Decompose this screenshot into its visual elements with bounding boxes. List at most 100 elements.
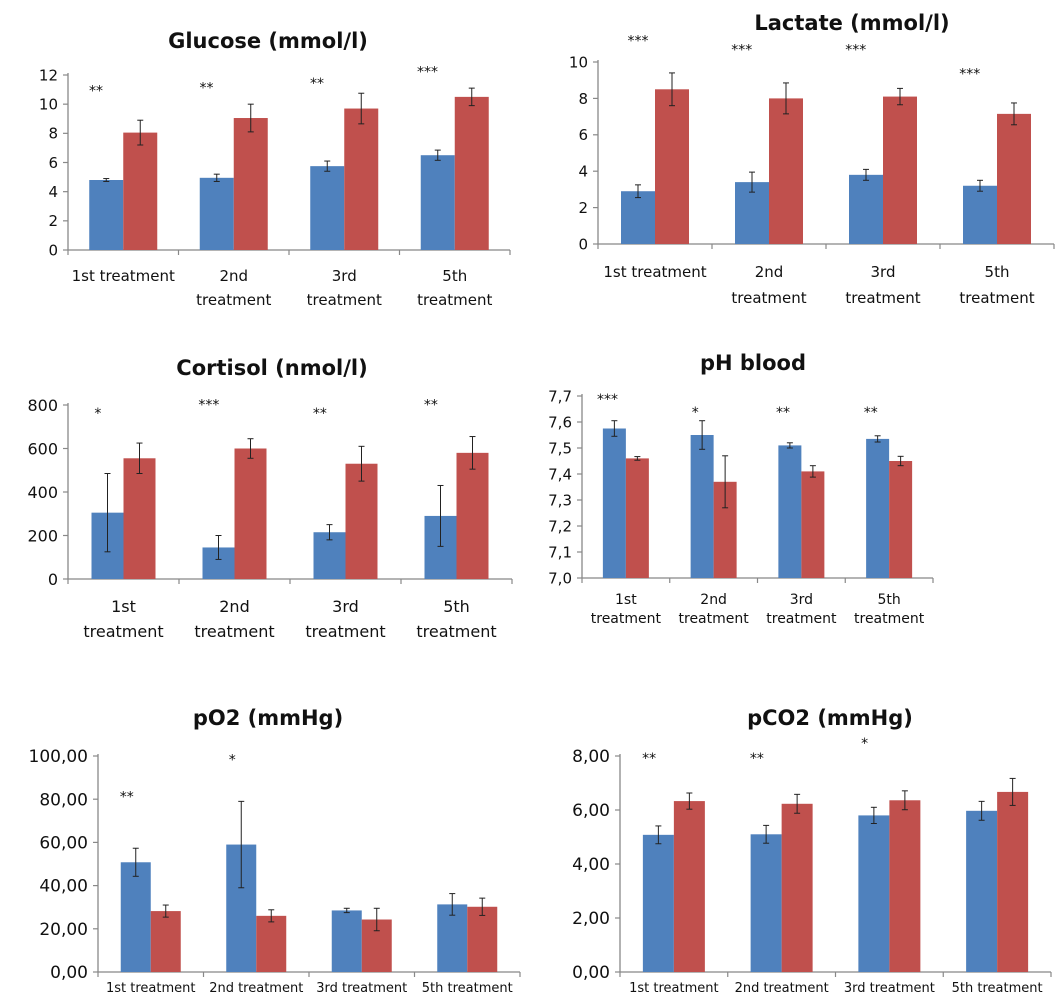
x-tick-label: treatment xyxy=(83,622,163,641)
error-bar xyxy=(137,119,144,146)
bar-series-1 xyxy=(310,166,345,250)
y-tick-label: 7,7 xyxy=(548,387,572,405)
bar-series-1 xyxy=(866,438,890,578)
y-tick-label: 0 xyxy=(48,241,58,259)
significance-marker: ** xyxy=(864,405,878,421)
x-tick-label: 5th xyxy=(443,597,470,616)
y-tick-label: 6 xyxy=(48,154,58,172)
y-tick-label: 0 xyxy=(578,235,588,253)
significance-marker: *** xyxy=(597,392,618,408)
y-tick-label: 10 xyxy=(569,53,588,71)
error-bar xyxy=(763,824,770,844)
error-bar xyxy=(162,904,169,918)
bar-series-2 xyxy=(150,911,181,972)
error-bar xyxy=(1009,777,1016,806)
bar-series-2 xyxy=(883,96,917,244)
bar-series-2 xyxy=(123,458,156,579)
significance-marker: *** xyxy=(845,43,866,59)
error-bar xyxy=(611,420,618,437)
chart-title: Lactate (mmol/l) xyxy=(754,11,949,35)
y-tick-label: 10 xyxy=(39,96,58,114)
bar-series-1 xyxy=(963,185,997,244)
x-tick-label: 2nd treatment xyxy=(735,981,829,996)
error-bar xyxy=(103,178,110,182)
chart-title: pH blood xyxy=(700,351,806,375)
error-bar xyxy=(358,92,365,125)
error-bar xyxy=(655,825,662,845)
significance-marker: ** xyxy=(200,81,214,97)
bar-series-1 xyxy=(331,910,362,972)
y-tick-label: 80,00 xyxy=(39,790,88,810)
y-tick-label: 2 xyxy=(48,212,58,230)
error-bar xyxy=(783,82,789,115)
error-bar xyxy=(669,72,675,107)
error-bar xyxy=(449,893,456,916)
significance-marker: ** xyxy=(642,751,656,767)
x-tick-label: 2nd xyxy=(219,267,248,285)
x-tick-label: 1st treatment xyxy=(106,981,196,996)
y-tick-label: 0 xyxy=(48,570,58,589)
chart-svg: pO2 (mmHg) 0,00 20,00 40,00 60,00 80,00 100,00… xyxy=(29,706,521,996)
significance-marker: * xyxy=(94,406,101,422)
bar-series-2 xyxy=(889,800,921,972)
significance-marker: ** xyxy=(310,76,324,92)
x-tick-label: treatment xyxy=(307,291,382,309)
significance-marker: ** xyxy=(776,405,790,421)
bar-series-2 xyxy=(625,458,649,578)
chart-svg: Glucose (mmol/l) 0 2 4 6 8 10 12 1st treatment **… xyxy=(39,29,511,309)
error-bar xyxy=(863,168,869,181)
chart-svg: pCO2 (mmHg) 0,00 2,00 4,00 6,00 8,00 1st treat… xyxy=(572,706,1052,996)
y-tick-label: 7,3 xyxy=(548,491,572,509)
x-tick-label: 3rd xyxy=(871,263,896,281)
bar-series-1 xyxy=(778,445,802,578)
error-bar xyxy=(897,455,904,467)
significance-marker: ** xyxy=(89,83,103,99)
error-bar xyxy=(786,442,793,449)
chart-ph-blood: pH blood 7,0 7,1 7,2 7,3 7,4 7,5 7,6 7,7 1st treat… xyxy=(530,340,1061,650)
significance-marker: * xyxy=(861,736,868,752)
significance-marker: ** xyxy=(424,397,438,413)
error-bar xyxy=(635,184,641,199)
y-tick-label: 6 xyxy=(578,126,588,144)
chart-title: pO2 (mmHg) xyxy=(193,706,343,730)
error-bar xyxy=(238,800,245,889)
significance-marker: ** xyxy=(750,751,764,767)
error-bar xyxy=(749,171,755,193)
chart-glucose: Glucose (mmol/l) 0 2 4 6 8 10 12 1st treatment **… xyxy=(0,0,530,330)
x-tick-label: 5th treatment xyxy=(952,981,1043,996)
y-tick-label: 7,4 xyxy=(548,465,572,483)
significance-marker: *** xyxy=(198,397,219,413)
chart-svg: Cortisol (nmol/l) 0 200 400 600 800 1st treatme… xyxy=(27,356,513,641)
y-tick-label: 12 xyxy=(39,66,58,84)
x-tick-label: treatment xyxy=(679,611,750,627)
y-tick-label: 8 xyxy=(48,125,58,143)
y-tick-label: 4 xyxy=(48,183,58,201)
y-tick-label: 4 xyxy=(578,163,588,181)
error-bar xyxy=(324,160,331,172)
y-tick-label: 2 xyxy=(578,199,588,217)
y-tick-label: 8 xyxy=(578,90,588,108)
bar-series-2 xyxy=(769,98,803,245)
chart-title: Glucose (mmol/l) xyxy=(168,29,368,53)
bar-series-2 xyxy=(123,132,158,250)
error-bar xyxy=(978,800,985,821)
bar-series-1 xyxy=(120,862,151,972)
bar-series-2 xyxy=(781,803,813,972)
bar-series-1 xyxy=(420,155,455,250)
x-tick-label: 5th xyxy=(442,267,467,285)
y-tick-label: 2,00 xyxy=(572,909,610,929)
error-bar xyxy=(136,442,143,475)
x-tick-label: treatment xyxy=(417,291,492,309)
x-tick-label: 1st treatment xyxy=(629,981,719,996)
y-tick-label: 800 xyxy=(27,396,58,415)
significance-marker: ** xyxy=(313,406,327,422)
significance-marker: *** xyxy=(731,43,752,59)
x-tick-label: 3rd treatment xyxy=(316,981,407,996)
error-bar xyxy=(268,909,275,923)
x-tick-label: 3rd xyxy=(332,267,357,285)
y-tick-label: 7,1 xyxy=(548,543,572,561)
bar-series-2 xyxy=(467,906,498,972)
error-bar xyxy=(794,793,801,814)
bar-series-1 xyxy=(89,180,124,250)
error-bar xyxy=(373,907,380,932)
